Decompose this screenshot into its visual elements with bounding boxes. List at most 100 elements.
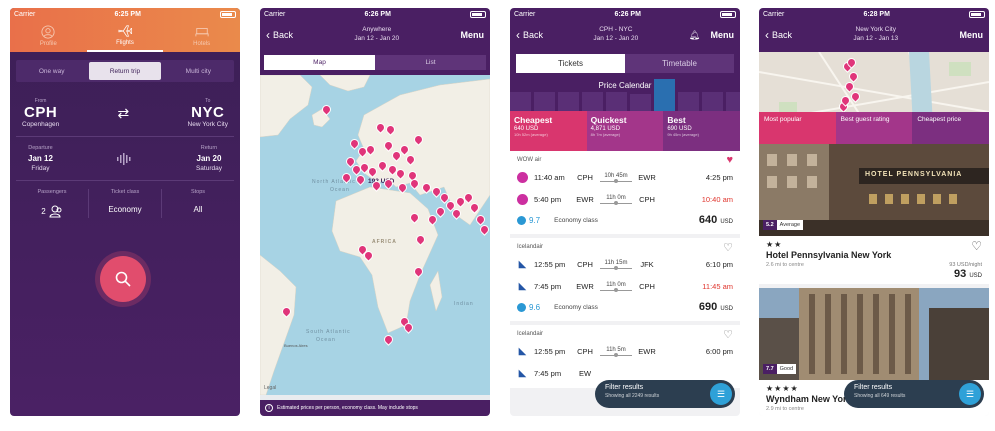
back-button[interactable]: ‹ Back	[516, 28, 543, 42]
back-button[interactable]: ‹ Back	[765, 28, 792, 42]
legal-link[interactable]: Legal	[264, 385, 277, 391]
price-calendar-title: Price Calendar	[598, 81, 652, 90]
sort-most-popular[interactable]: Most popular	[759, 112, 836, 144]
tab-map[interactable]: Map	[264, 55, 375, 70]
sort-best-guest-rating[interactable]: Best guest rating	[835, 112, 913, 144]
hotel-results-screen: Carrier 6:28 PM ‹ Back New York City Jan …	[759, 8, 989, 416]
departure-time: 7:45 pm	[534, 368, 562, 378]
swap-icon[interactable]: ⇄	[117, 104, 130, 121]
flight-duration: 11h 5m	[596, 347, 636, 357]
origin-city[interactable]: From CPH Copenhagen	[22, 98, 59, 128]
to-name: New York City	[187, 121, 228, 128]
flight-results-screen: Carrier 6:26 PM ‹ Back CPH - NYC Jan 12 -…	[510, 8, 740, 416]
stops-option[interactable]: Stops All	[162, 189, 234, 218]
calendar-day-bar[interactable]	[534, 92, 555, 111]
flight-duration: 11h 0m	[596, 281, 636, 292]
nav-title: CPH - NYC Jan 12 - Jan 20	[593, 26, 638, 44]
price-currency: USD	[720, 306, 733, 312]
sort-cheapest[interactable]: Cheapest 640 USD 10h 52m (average)	[510, 111, 587, 151]
hotel-photo[interactable]: HOTEL PENNSYLVANIA 5.2 Average	[759, 144, 989, 236]
filter-title: Filter results	[854, 384, 893, 391]
flight-score: 9.6	[517, 302, 540, 312]
bell-icon[interactable]: 🔔︎	[688, 29, 701, 40]
passengers-option[interactable]: Passengers 2	[16, 189, 89, 218]
calendar-day-bar[interactable]	[678, 92, 699, 111]
sort-quickest-duration: 8h 7m (average)	[590, 132, 621, 137]
duration-text: 11h 0m	[606, 281, 626, 288]
departure-airport: CPH	[577, 259, 593, 269]
tab-profile[interactable]: Profile	[10, 20, 87, 52]
trip-type-selector: One way Return trip Multi city	[16, 60, 234, 82]
cabin-class: Economy class	[554, 216, 598, 224]
flight-card[interactable]: WOW air ♥ 11:40 am CPH 10h 45m EWR 4:25 p…	[510, 151, 740, 234]
tab-hotels[interactable]: Hotels	[163, 20, 240, 52]
flight-leg: 11:40 am CPH 10h 45m EWR 4:25 pm	[517, 166, 733, 188]
destinations-map[interactable]: North Atlantic Ocean AFRICA South Atlant…	[260, 75, 490, 395]
filter-results-bar[interactable]: Filter results Showing all 649 results ☰	[844, 380, 984, 408]
sort-quickest[interactable]: Quickest 4,871 USD 8h 7m (average)	[586, 111, 664, 151]
calendar-day-bar[interactable]	[654, 79, 675, 111]
star-rating: ★★	[766, 240, 783, 249]
destination-title: Anywhere	[362, 26, 392, 34]
trip-type-one-way[interactable]: One way	[38, 67, 65, 75]
heart-icon[interactable]: ♡	[723, 328, 733, 341]
north-atlantic-label: North Atlantic	[312, 179, 356, 185]
calendar-day-bar[interactable]	[510, 92, 531, 111]
hotel-photo[interactable]: 7.7 Good	[759, 288, 989, 380]
duration-line	[600, 178, 632, 183]
menu-button[interactable]: Menu	[959, 30, 983, 40]
flight-card[interactable]: Icelandair ♡ ◣ 12:55 pm CPH 11h 5m EWR 6:…	[510, 325, 740, 388]
heart-icon[interactable]: ♡	[971, 239, 982, 253]
filter-results-bar[interactable]: Filter results Showing all 2249 results …	[595, 380, 735, 408]
trip-type-multi-city[interactable]: Multi city	[185, 67, 211, 75]
heart-icon[interactable]: ♡	[723, 241, 733, 254]
price-value: 640	[698, 214, 718, 226]
date-range: Jan 12 - Jan 20	[593, 35, 639, 42]
tab-list[interactable]: List	[375, 55, 486, 70]
tab-flights[interactable]: Flights	[86, 20, 164, 52]
sort-cheapest-price[interactable]: Cheapest price	[912, 112, 989, 144]
battery-icon	[219, 10, 236, 18]
flight-card[interactable]: Icelandair ♡ ◣ 12:55 pm CPH 11h 15m JFK 6…	[510, 238, 740, 321]
ticket-class-option[interactable]: Ticket class Economy	[89, 189, 162, 218]
trip-type-return[interactable]: Return trip	[89, 62, 161, 80]
heart-icon[interactable]: ♥	[726, 154, 733, 166]
nav-header: Carrier 6:26 PM ‹ Back CPH - NYC Jan 12 -…	[510, 8, 740, 52]
calendar-day-bar[interactable]	[630, 94, 651, 111]
sort-best[interactable]: Best 690 USD 9h 45m (average)	[663, 111, 740, 151]
filter-icon[interactable]: ☰	[959, 383, 981, 405]
price-calendar-icon[interactable]	[116, 152, 132, 166]
calendar-day-bar[interactable]	[582, 92, 603, 111]
tab-timetable[interactable]: Timetable	[625, 54, 734, 73]
departure-date[interactable]: Departure Jan 12 Friday	[28, 145, 53, 172]
hotel-price: 93 USD/night 93 USD	[949, 262, 982, 280]
clock: 6:25 PM	[114, 10, 141, 18]
departure-airport: CPH	[577, 346, 593, 356]
price-calendar[interactable]: Price Calendar	[510, 77, 740, 111]
world-map	[260, 75, 490, 395]
sort-cheapest-price: 640 USD	[514, 126, 539, 132]
filter-icon[interactable]: ☰	[710, 383, 732, 405]
menu-button[interactable]: Menu	[460, 30, 484, 40]
calendar-day-bar[interactable]	[558, 92, 579, 111]
icelandair-logo-icon: ◣	[518, 280, 527, 292]
carrier: Carrier	[763, 10, 785, 18]
tab-tickets[interactable]: Tickets	[516, 54, 625, 73]
price-currency: USD	[720, 219, 733, 225]
duration-text: 11h 0m	[606, 194, 626, 201]
hotels-map[interactable]: Most popular Best guest rating Cheapest …	[759, 52, 989, 144]
price-label[interactable]: 192 USD	[368, 178, 395, 185]
clock: 6:28 PM	[863, 10, 890, 18]
back-button[interactable]: ‹ Back	[266, 28, 293, 42]
calendar-day-bar[interactable]	[606, 92, 627, 111]
return-value: Jan 20	[196, 154, 222, 163]
departure-day: Friday	[31, 165, 50, 172]
hotel-info[interactable]: ★★ Hotel Pennsylvania New York 2.6 mi to…	[759, 236, 989, 284]
calendar-day-bar[interactable]	[702, 92, 723, 111]
calendar-day-bar[interactable]	[726, 92, 740, 111]
return-date[interactable]: Return Jan 20 Saturday	[196, 145, 222, 172]
search-button[interactable]	[100, 256, 146, 302]
flight-score: 9.7	[517, 215, 540, 225]
destination-city[interactable]: To NYC New York City	[188, 98, 228, 128]
menu-button[interactable]: Menu	[710, 30, 734, 40]
